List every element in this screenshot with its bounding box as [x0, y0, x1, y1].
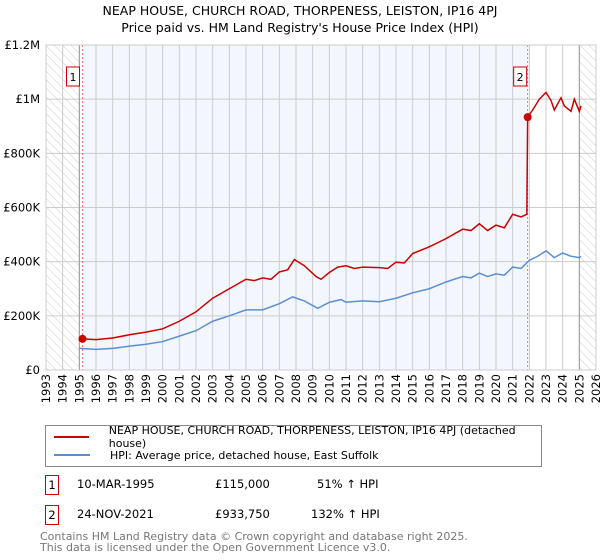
sale-hpi: 51% ↑ HPI: [317, 477, 379, 491]
x-tick-label: 1993: [39, 374, 53, 403]
x-tick-label: 2025: [572, 374, 586, 403]
x-tick-label: 1995: [72, 374, 86, 403]
x-tick-label: 2023: [539, 374, 553, 403]
legend-swatch: [54, 436, 89, 438]
footer-line: Contains HM Land Registry data © Crown c…: [40, 530, 468, 543]
x-tick-label: 2013: [372, 374, 386, 403]
y-tick-label: £400K: [3, 255, 40, 269]
x-tick-label: 2016: [422, 374, 436, 403]
legend-label: NEAP HOUSE, CHURCH ROAD, THORPENESS, LEI…: [108, 424, 516, 450]
sale-marker-label: 2: [517, 71, 524, 84]
sale-date: 10-MAR-1995: [77, 477, 155, 491]
x-tick-label: 1996: [89, 374, 103, 403]
x-tick-label: 2011: [339, 374, 353, 403]
x-tick-label: 2022: [522, 374, 536, 403]
x-tick-label: 2000: [156, 374, 170, 403]
title-line: NEAP HOUSE, CHURCH ROAD, THORPENESS, LEI…: [102, 3, 498, 18]
subtitle-line: Price paid vs. HM Land Registry's House …: [121, 20, 479, 35]
y-tick-label: £1M: [15, 92, 40, 106]
x-tick-label: 2024: [556, 374, 570, 403]
sale-row: 1 10-MAR-1995 £115,000 51% ↑ HPI: [45, 475, 545, 495]
legend-swatch: [54, 454, 90, 456]
x-tick-label: 2012: [356, 374, 370, 403]
x-tick-label: 2007: [272, 374, 286, 403]
sale-price: £115,000: [215, 477, 270, 491]
x-tick-label: 2021: [506, 374, 520, 403]
x-tick-label: 2014: [389, 374, 403, 403]
x-tick-label: 1999: [139, 374, 153, 403]
x-tick-label: 2026: [589, 374, 600, 403]
legend: NEAP HOUSE, CHURCH ROAD, THORPENESS, LEI…: [45, 424, 542, 467]
sale-marker-box: [66, 66, 80, 87]
y-tick-label: £600K: [3, 201, 40, 215]
property-series-line: [82, 91, 582, 341]
legend-item-property: NEAP HOUSE, CHURCH ROAD, THORPENESS, LEI…: [54, 424, 541, 450]
x-tick-label: 2006: [256, 374, 270, 403]
x-tick-label: 2008: [289, 374, 303, 403]
x-tick-label: 2002: [189, 374, 203, 403]
x-tick-label: 2010: [322, 374, 336, 403]
x-tick-label: 2005: [239, 374, 253, 403]
sale-row: 2 24-NOV-2021 £933,750 132% ↑ HPI: [45, 505, 545, 525]
chart-title: NEAP HOUSE, CHURCH ROAD, THORPENESS, LEI…: [0, 2, 600, 36]
x-tick-label: 1997: [106, 374, 120, 403]
sale-marker-box: [513, 66, 528, 87]
sale-marker-label: 1: [70, 71, 77, 84]
x-tick-label: 2018: [456, 374, 470, 403]
y-tick-label: £200K: [3, 309, 40, 323]
sale-point: [78, 334, 87, 343]
sale-marker-badge: 2: [45, 505, 59, 525]
sale-marker-badge: 1: [45, 475, 59, 495]
x-tick-label: 2019: [472, 374, 486, 403]
x-tick-label: 1998: [122, 374, 136, 403]
legend-item-hpi: HPI: Average price, detached house, East…: [54, 446, 379, 464]
y-tick-label: £1.2M: [4, 38, 40, 52]
x-tick-label: 2009: [306, 374, 320, 403]
x-tick-label: 2004: [222, 374, 236, 403]
y-tick-label: £0: [25, 363, 40, 377]
x-tick-label: 2001: [172, 374, 186, 403]
plot-border: [45, 44, 597, 371]
sale-price: £933,750: [215, 507, 270, 521]
x-tick-label: 2017: [439, 374, 453, 403]
chart: 1993 1994 1995 1996 1997 1998 1999 2000 2001 2002…: [3, 38, 600, 403]
sale-point: [523, 113, 532, 122]
footer: Contains HM Land Registry data © Crown c…: [40, 531, 468, 553]
sale-hpi: 132% ↑ HPI: [311, 507, 380, 521]
legend-label: HPI: Average price, detached house, East…: [110, 448, 379, 462]
x-tick-label: 2015: [406, 374, 420, 403]
footer-line: This data is licensed under the Open Gov…: [40, 541, 391, 554]
x-tick-label: 2020: [489, 374, 503, 403]
x-tick-label: 2003: [206, 374, 220, 403]
sale-date: 24-NOV-2021: [77, 507, 154, 521]
y-tick-label: £800K: [3, 146, 40, 160]
x-tick-label: 1994: [56, 374, 70, 403]
hpi-series-line: [79, 249, 582, 351]
